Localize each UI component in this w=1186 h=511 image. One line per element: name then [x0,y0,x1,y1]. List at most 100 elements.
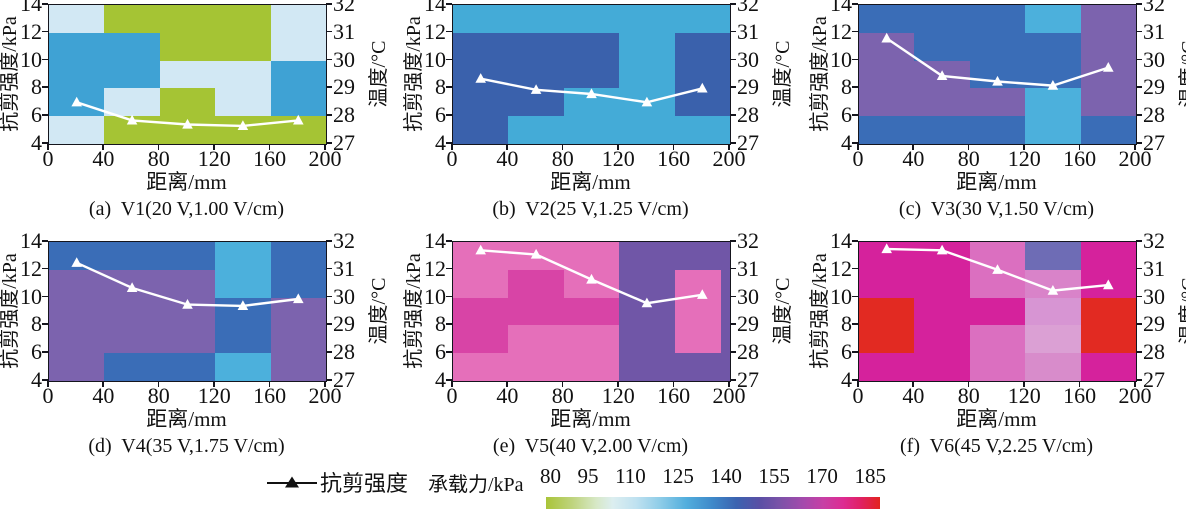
x-tick-label: 80 [957,383,980,408]
x-tick [451,381,453,387]
y-left-tick-label: 12 [830,18,852,44]
heatmap-cell [674,325,730,354]
y-right-tick [730,379,736,381]
heatmap-cell [969,32,1027,62]
heatmap-cell [508,353,565,381]
triangle-marker [641,297,653,308]
heatmap-cell [563,269,621,299]
heatmap-cell [1025,5,1082,34]
plot-area-c [858,4,1137,145]
heatmap-cell [914,5,971,34]
x-tick [268,381,271,387]
y-right-tick-label: 31 [737,255,759,281]
y-right-tick-label: 32 [737,228,759,253]
heatmap-cell [215,5,272,34]
heatmap-cell [159,325,217,354]
x-tick [1134,381,1136,387]
x-tick [912,381,914,387]
y-left-tick-label: 14 [830,0,852,16]
y-left-tick [852,58,858,61]
y-right-tick [730,142,736,144]
x-tick-label: 0 [852,383,864,408]
y-left-tick-label: 8 [435,74,446,100]
x-tick [672,144,675,150]
y-left-axis-label: 抗剪强度/kPa [0,15,21,132]
x-tick [324,144,326,150]
x-tick [561,381,564,387]
y-right-tick-label: 31 [333,255,355,281]
triangle-marker [237,120,249,130]
heatmap-cell [453,5,510,34]
x-tick-label: 0 [446,146,458,171]
x-tick [157,144,160,150]
y-right-tick [730,295,736,298]
triangle-marker [71,96,82,107]
colorbar-gradient [546,497,880,509]
colorbar-label: 承载力/kPa [428,474,524,496]
triangle-marker [1047,80,1059,90]
y-right-tick-label: 32 [1143,0,1165,16]
heatmap-cell [215,269,272,299]
heatmap-cell [159,32,217,62]
heatmap-cell [508,32,565,62]
y-right-tick [730,30,736,33]
y-left-tick [852,142,858,144]
heatmap-cell [969,269,1027,299]
y-left-tick-label: 12 [20,18,42,44]
y-left-tick-label: 12 [20,255,42,281]
y-left-tick [446,3,452,5]
y-left-tick [852,323,858,325]
y-left-axis-label: 抗剪强度/kPa [403,15,425,132]
y-left-axis-label: 抗剪强度/kPa [403,252,425,369]
heatmap-cell [104,242,161,271]
y-right-tick-label: 32 [333,0,355,16]
y-left-tick-label: 4 [841,130,852,155]
heatmap-cell [49,32,106,62]
x-tick-label: 40 [902,383,925,408]
subplot-c: 14 32 12 31 10 30 8 29 6 28 4 27 0 40 80 120 160 200 抗剪强度/… [790,0,1186,227]
y-right-axis-label: 温度/°C [1178,277,1186,344]
heatmap-cell [49,269,106,299]
x-tick [213,144,215,150]
heatmap-cell [270,88,326,117]
y-right-tick [326,267,332,270]
y-right-tick-label: 31 [1143,255,1165,281]
plot-area-d [48,241,327,382]
y-right-tick-label: 27 [1143,130,1165,155]
heatmap-cell [49,116,106,144]
x-tick-label: 40 [92,146,115,171]
heatmap-cell [674,116,730,144]
subplot-grid: 14 32 12 31 10 30 8 29 6 28 4 27 0 40 80 120 160 200 抗剪强度/… [0,0,1186,457]
heatmap-cell [1025,325,1082,354]
triangle-marker [530,84,542,94]
x-tick [912,144,914,150]
x-tick [561,144,564,150]
y-left-tick [446,240,452,242]
y-left-tick-label: 12 [424,255,446,281]
subplot-caption-a: (a) V1(20 V,1.00 V/cm) [88,198,285,220]
heatmap-cell [914,269,971,299]
heatmap-cell [159,5,217,34]
y-left-tick-label: 10 [424,283,446,309]
y-right-tick [326,240,332,242]
y-left-tick-label: 8 [841,311,852,337]
heatmap-cell [1025,297,1082,326]
heatmap-cell [508,60,565,89]
heatmap-cell [859,325,916,354]
x-tick [213,381,215,387]
y-left-tick-label: 14 [424,0,446,16]
y-right-tick-label: 32 [333,228,355,253]
y-right-tick [1136,323,1142,325]
x-tick-label: 0 [42,383,54,408]
heatmap-cell [1025,242,1082,271]
x-tick [1023,144,1025,150]
subplot-caption-c: (c) V3(30 V,1.50 V/cm) [898,198,1095,220]
y-left-tick-label: 6 [841,339,852,365]
heatmap-cell [1025,32,1082,62]
x-tick-label: 200 [308,146,342,171]
legend-line-label: 抗剪强度 [320,471,409,496]
heatmap-cell [563,116,621,144]
y-right-tick-label: 30 [1143,283,1165,309]
colorbar-tick-label: 185 [854,464,886,488]
y-right-tick [1136,3,1142,5]
